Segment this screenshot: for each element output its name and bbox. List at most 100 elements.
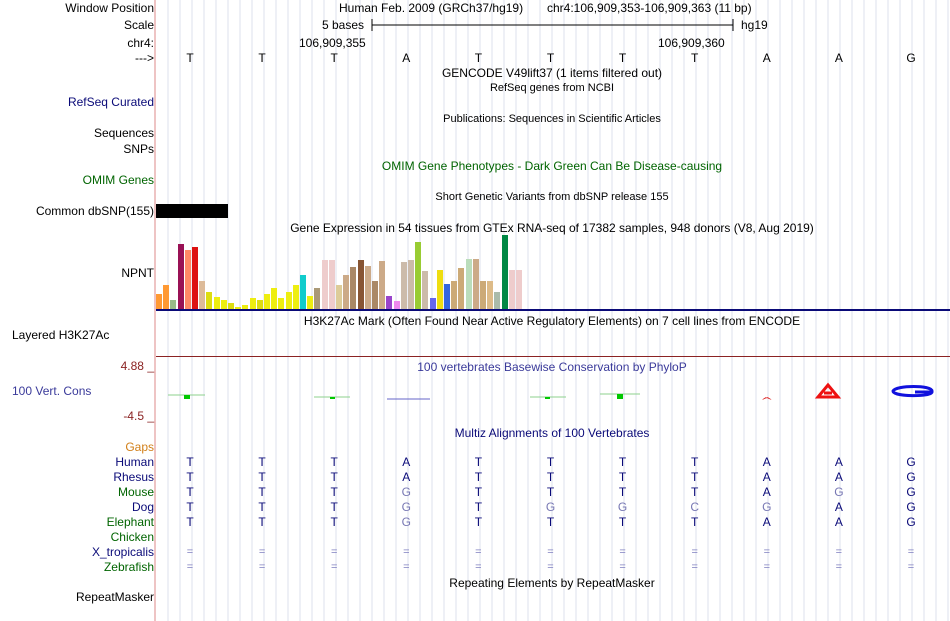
alignment-base: G (401, 485, 411, 499)
alignment-base: = (258, 546, 266, 558)
alignment-base: = (907, 561, 915, 573)
gtex-tissue-bar[interactable] (321, 260, 328, 310)
strand-toggle[interactable]: ---> (135, 51, 154, 65)
alignment-base: G (906, 515, 916, 529)
gtex-tissue-bar[interactable] (480, 280, 486, 310)
gtex-tissue-bar[interactable] (170, 299, 177, 310)
gtex-tissue-bar[interactable] (393, 301, 400, 310)
track-label-refseq[interactable]: RefSeq Curated (67, 95, 154, 109)
alignment-base: T (691, 515, 699, 529)
gtex-tissue-bar[interactable] (228, 302, 234, 310)
gtex-tissue-bar[interactable] (408, 260, 414, 310)
gtex-tissue-bar[interactable] (242, 305, 249, 310)
gtex-tissue-bar[interactable] (516, 269, 522, 310)
gtex-tissue-bar[interactable] (264, 294, 270, 310)
gtex-tissue-bar[interactable] (314, 288, 321, 310)
gtex-tissue-bar[interactable] (386, 295, 393, 310)
gtex-tissue-bar[interactable] (350, 267, 357, 310)
gtex-tissue-bar[interactable] (465, 259, 472, 310)
gtex-tissue-bar[interactable] (206, 291, 213, 310)
species-label-dog[interactable]: Dog (131, 500, 154, 514)
gtex-tissue-bar[interactable] (336, 284, 342, 310)
gtex-tissue-bar[interactable] (307, 295, 314, 310)
gtex-tissue-bar[interactable] (422, 271, 429, 310)
alignment-base: T (330, 485, 338, 499)
gtex-tissue-bar[interactable] (256, 300, 263, 310)
dbsnp-subtitle[interactable]: Short Genetic Variants from dbSNP releas… (435, 191, 669, 203)
alignment-base: = (835, 561, 843, 573)
h3k27ac-title[interactable]: H3K27Ac Mark (Often Found Near Active Re… (303, 314, 801, 328)
publications-subtitle[interactable]: Publications: Sequences in Scientific Ar… (443, 113, 661, 125)
gtex-tissue-bar[interactable] (271, 288, 278, 310)
gtex-tissue-bar[interactable] (379, 261, 386, 310)
gtex-tissue-bar[interactable] (451, 280, 458, 310)
gtex-tissue-bar[interactable] (400, 261, 407, 310)
track-label-gaps[interactable]: Gaps (125, 440, 154, 454)
alignment-base: A (834, 470, 843, 484)
gtex-tissue-bar[interactable] (220, 300, 227, 310)
alignment-base: G (906, 485, 916, 499)
species-label-rhesus[interactable]: Rhesus (113, 470, 154, 484)
track-label-gtex-gene[interactable]: NPNT (121, 266, 154, 280)
gtex-tissue-bar[interactable] (444, 284, 450, 310)
gtex-tissue-bar[interactable] (213, 297, 220, 310)
gtex-tissue-bar[interactable] (494, 291, 501, 310)
track-label-omim[interactable]: OMIM Genes (82, 173, 154, 187)
gtex-tissue-bar[interactable] (372, 280, 378, 310)
gtex-tissue-bar[interactable] (249, 298, 256, 310)
gtex-tissue-bar[interactable] (458, 267, 465, 310)
gencode-title[interactable]: GENCODE V49lift37 (1 items filtered out) (441, 66, 663, 80)
gtex-tissue-bar[interactable] (235, 306, 242, 310)
gtex-tissue-bar[interactable] (156, 294, 162, 310)
refseq-subtitle[interactable]: RefSeq genes from NCBI (489, 82, 615, 94)
gtex-tissue-bar[interactable] (487, 280, 494, 310)
alignment-base: = (619, 546, 626, 558)
dbsnp-variant-bar[interactable] (156, 204, 228, 218)
multiz-title[interactable]: Multiz Alignments of 100 Vertebrates (454, 426, 650, 440)
gtex-tissue-bar[interactable] (285, 291, 292, 310)
gtex-tissue-bar[interactable] (501, 235, 508, 310)
phylop-signal[interactable]: A (0, 380, 950, 404)
gtex-tissue-bar[interactable] (415, 242, 422, 310)
omim-title[interactable]: OMIM Gene Phenotypes - Dark Green Can Be… (381, 159, 723, 173)
gtex-tissue-bar[interactable] (163, 284, 170, 310)
species-label-x_tropicalis[interactable]: X_tropicalis (91, 545, 154, 559)
gtex-tissue-bar[interactable] (343, 274, 350, 310)
track-label-h3k27ac[interactable]: Layered H3K27Ac (12, 328, 110, 342)
gtex-tissue-bar[interactable] (357, 260, 364, 310)
gtex-title[interactable]: Gene Expression in 54 tissues from GTEx … (290, 221, 814, 235)
track-label-repeatmasker[interactable]: RepeatMasker (75, 590, 154, 604)
gtex-tissue-bar[interactable] (364, 265, 371, 310)
alignment-base: T (691, 455, 699, 469)
gtex-tissue-bar[interactable] (436, 269, 443, 310)
gtex-tissue-bar[interactable] (199, 280, 206, 310)
species-label-chicken[interactable]: Chicken (110, 530, 154, 544)
alignment-base: = (907, 546, 915, 558)
gtex-tissue-bar[interactable] (300, 274, 306, 310)
alignment-base: T (618, 515, 627, 529)
alignment-base: T (618, 470, 627, 484)
alignment-base: A (762, 470, 771, 484)
gtex-tissue-bar[interactable] (508, 269, 515, 310)
species-label-zebrafish[interactable]: Zebrafish (103, 560, 154, 574)
gtex-tissue-bar[interactable] (328, 260, 335, 310)
gtex-tissue-bar[interactable] (278, 297, 285, 310)
track-label-phylop[interactable]: 100 Vert. Cons (12, 384, 92, 398)
repeatmasker-title[interactable]: Repeating Elements by RepeatMasker (449, 576, 655, 590)
track-label-snps[interactable]: SNPs (123, 142, 154, 156)
gtex-tissue-bar[interactable] (429, 298, 436, 310)
phylop-title[interactable]: 100 vertebrates Basewise Conservation by… (417, 360, 687, 374)
species-label-mouse[interactable]: Mouse (117, 485, 154, 499)
gtex-tissue-bar[interactable] (292, 284, 299, 310)
gtex-tissue-bar[interactable] (177, 244, 184, 310)
track-label-dbsnp[interactable]: Common dbSNP(155) (35, 204, 154, 218)
gtex-tissue-bar[interactable] (192, 247, 198, 310)
gtex-tissue-bar[interactable] (472, 259, 479, 310)
alignment-base: = (258, 561, 266, 573)
species-label-elephant[interactable]: Elephant (106, 515, 154, 529)
track-label-sequences[interactable]: Sequences (93, 126, 154, 140)
gtex-expression-bars[interactable] (156, 235, 536, 310)
reference-base: T (330, 51, 338, 65)
gtex-tissue-bar[interactable] (184, 250, 191, 310)
species-label-human[interactable]: Human (115, 455, 154, 469)
